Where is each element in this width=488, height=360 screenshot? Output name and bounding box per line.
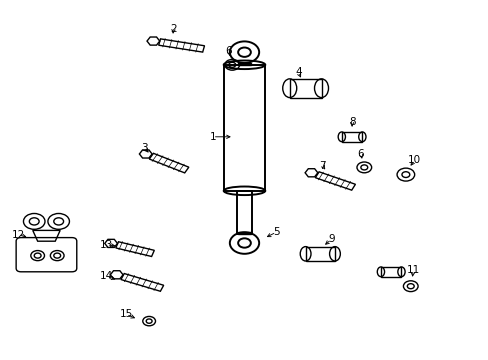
Bar	[236, 191, 252, 234]
Text: 7: 7	[319, 161, 325, 171]
Text: 8: 8	[348, 117, 355, 127]
Text: 5: 5	[272, 227, 279, 237]
Text: 14: 14	[100, 271, 113, 282]
Text: 2: 2	[170, 24, 177, 34]
Text: 15: 15	[119, 309, 133, 319]
Bar	[237, 232, 251, 234]
Text: 9: 9	[327, 234, 334, 244]
Text: 10: 10	[407, 155, 420, 165]
Text: 11: 11	[406, 265, 419, 275]
Bar	[380, 267, 401, 276]
Text: 6: 6	[225, 46, 232, 56]
Bar	[223, 65, 264, 191]
Bar	[237, 63, 251, 65]
Bar	[305, 247, 334, 261]
Bar	[341, 132, 362, 141]
Text: 12: 12	[11, 230, 25, 240]
Text: 13: 13	[100, 240, 113, 250]
Bar	[289, 79, 321, 98]
Text: 1: 1	[209, 132, 216, 142]
Text: 6: 6	[357, 149, 364, 159]
Text: 3: 3	[141, 143, 147, 153]
Text: 4: 4	[294, 67, 301, 77]
